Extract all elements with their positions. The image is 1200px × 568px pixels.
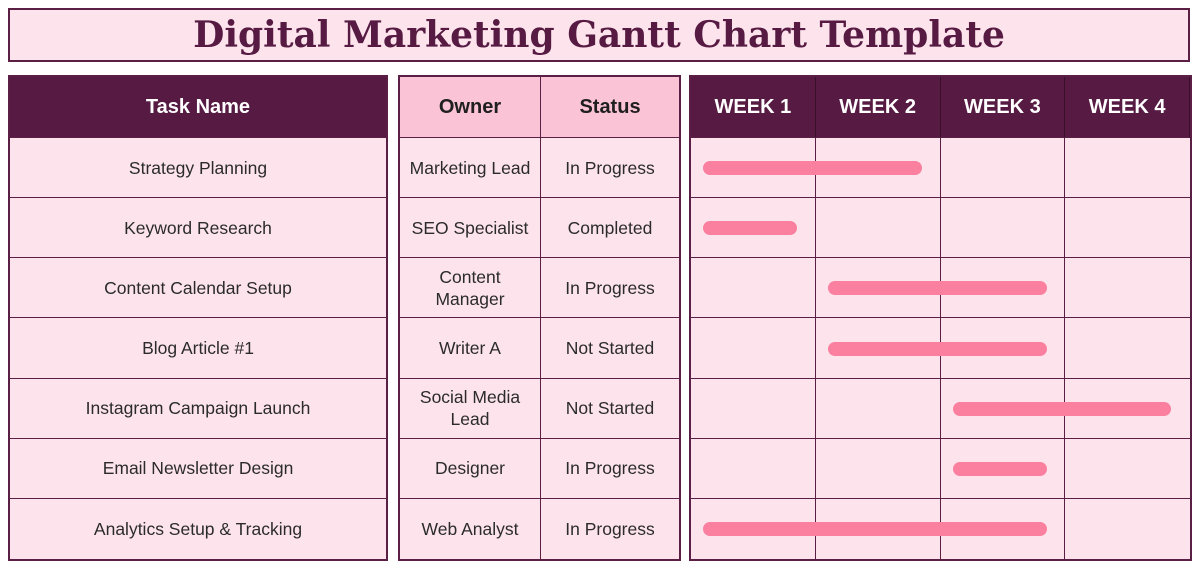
task-name-cell: Keyword Research (10, 198, 386, 259)
owner-cell: SEO Specialist (400, 198, 541, 259)
status-cell: In Progress (565, 518, 655, 539)
owner-header: Owner (400, 77, 541, 138)
gantt-grid-cell (940, 318, 1066, 379)
gantt-grid-cell (691, 138, 816, 199)
task-name-table: Task Name Strategy Planning Keyword Resea… (8, 75, 388, 561)
task-name-cell: Strategy Planning (10, 138, 386, 199)
owner-cell: Designer (400, 438, 541, 499)
gantt-grid-cell (691, 258, 816, 319)
gantt-grid-cell (1065, 258, 1190, 319)
task-name-cell: Email Newsletter Design (10, 439, 386, 499)
gantt-grid-cell (1065, 318, 1190, 379)
task-name-cell: Content Calendar Setup (10, 258, 386, 319)
status-cell: Not Started (541, 379, 679, 439)
week-4-header: WEEK 4 (1065, 77, 1190, 138)
gantt-grid-cell (1065, 499, 1190, 559)
gantt-timeline: WEEK 1 WEEK 2 WEEK 3 WEEK 4 (689, 75, 1192, 561)
status-cell: In Progress (541, 258, 679, 319)
week-2-header: WEEK 2 (815, 77, 941, 138)
gantt-grid-cell (941, 498, 1066, 559)
gantt-grid-cell (1065, 198, 1190, 259)
gantt-grid-cell (940, 258, 1066, 319)
owner-cell: Writer A (400, 318, 541, 379)
status-cell: Not Started (541, 318, 679, 379)
page-title: Digital Marketing Gantt Chart Template (193, 14, 1005, 56)
status-cell: In Progress (541, 439, 679, 499)
task-name-cell: Blog Article #1 (10, 318, 386, 379)
gantt-grid-cell (1065, 439, 1190, 499)
week-3-header: WEEK 3 (940, 77, 1066, 138)
owner-cell: Marketing Lead (400, 138, 541, 199)
week-1-header: WEEK 1 (691, 77, 816, 138)
gantt-grid-cell (816, 498, 941, 559)
gantt-grid-cell (940, 138, 1066, 199)
gantt-grid-cell (1065, 138, 1190, 199)
gantt-grid-cell (691, 498, 816, 559)
owner-cell: Content Manager (400, 258, 541, 319)
status-cell: In Progress (541, 138, 679, 199)
gantt-grid-cell (815, 318, 941, 379)
gantt-grid-cell (815, 378, 941, 439)
gantt-grid-cell (940, 198, 1066, 259)
gantt-grid-cell (940, 438, 1066, 499)
gantt-grid-cell (1065, 379, 1190, 439)
owner-cell: Web Analyst (400, 498, 541, 559)
title-banner: Digital Marketing Gantt Chart Template (8, 8, 1190, 62)
gantt-grid-cell (691, 198, 816, 259)
status-cell: Completed (541, 198, 679, 259)
gantt-grid-cell (815, 138, 941, 199)
task-name-header: Task Name (10, 77, 386, 138)
status-header: Status (541, 77, 679, 138)
gantt-grid-cell (815, 198, 941, 259)
gantt-grid-cell (815, 258, 941, 319)
owner-status-table: Owner Status Marketing Lead In Progress SE… (398, 75, 681, 561)
owner-cell: Social Media Lead (400, 378, 541, 439)
gantt-grid-cell (940, 378, 1066, 439)
gantt-grid-cell (691, 318, 816, 379)
gantt-grid-cell (815, 438, 941, 499)
gantt-grid-cell (691, 438, 816, 499)
task-name-cell: Analytics Setup & Tracking (93, 518, 303, 539)
gantt-grid-cell (691, 378, 816, 439)
task-name-cell: Instagram Campaign Launch (10, 379, 386, 439)
